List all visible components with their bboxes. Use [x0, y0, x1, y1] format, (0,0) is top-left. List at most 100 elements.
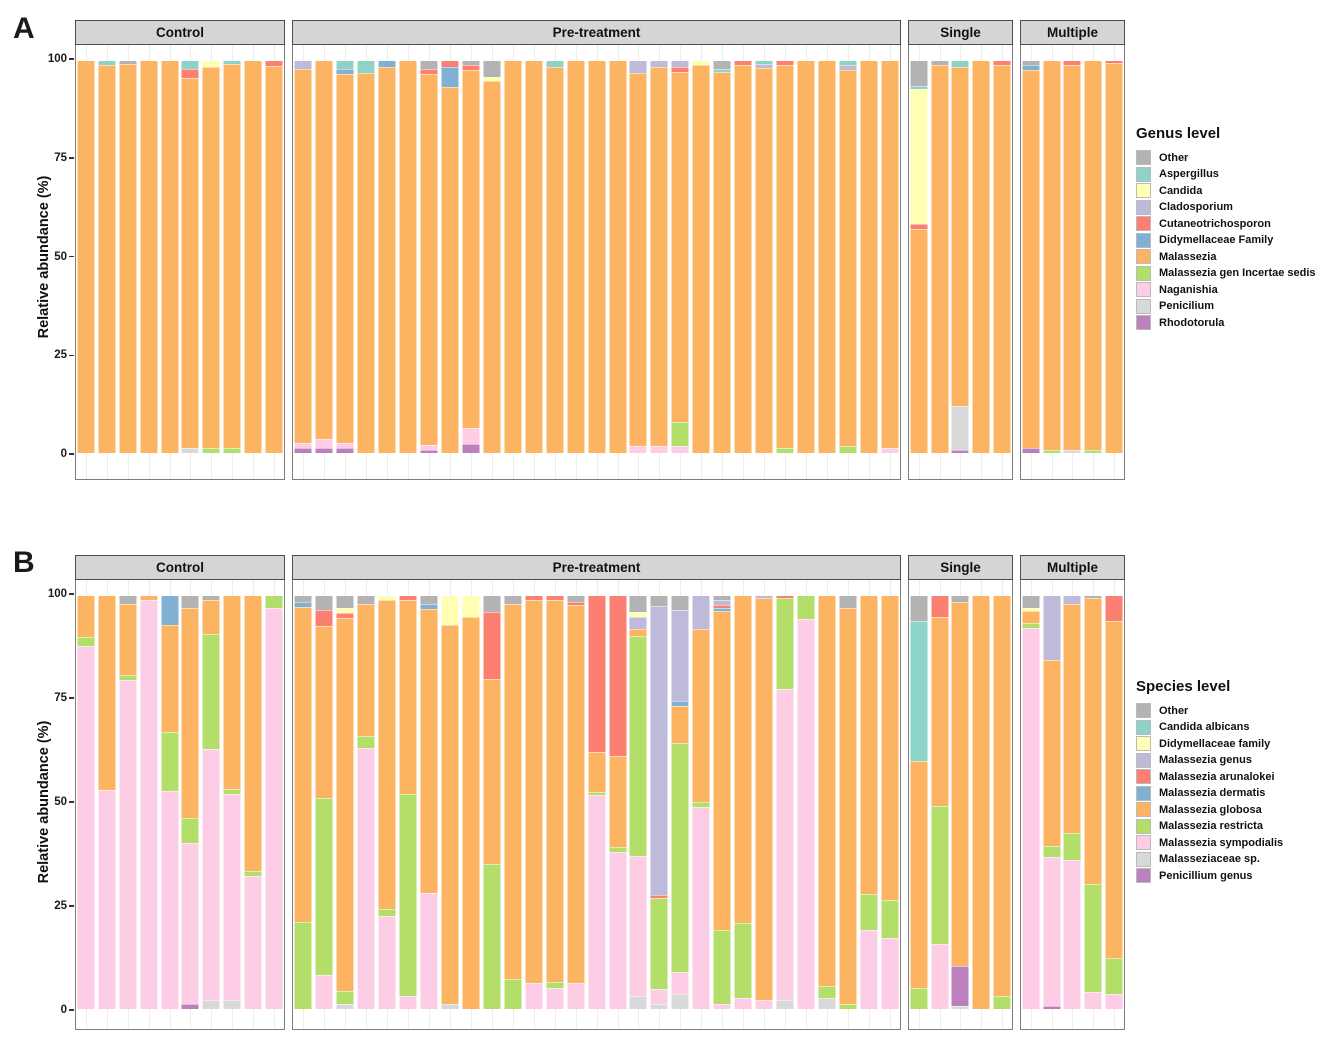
bar-segment-malassezia-globosa — [588, 751, 606, 792]
facet-control: Control — [75, 555, 285, 1030]
legend-item: Naganishia — [1136, 282, 1320, 297]
legend-item-label: Candida albicans — [1159, 721, 1250, 733]
facet-pre-treatment: Pre-treatment — [292, 20, 901, 480]
stacked-bar — [504, 596, 522, 1009]
species-level-chart: Control Pre-treatment Single Multiple — [75, 555, 1125, 1030]
bar-area — [1021, 61, 1042, 453]
bar-segment-cladosporium — [839, 64, 857, 70]
bar-area — [586, 61, 607, 453]
bar-segment-other — [1022, 61, 1040, 65]
bar-area — [837, 61, 858, 453]
bar-area — [909, 596, 930, 1010]
bar-segment-malassezia-sympodialis — [713, 1003, 731, 1009]
bar-segment-malassezia-restricta — [692, 802, 710, 808]
bar-slot — [440, 580, 461, 1029]
bar-segment-other — [1084, 596, 1102, 599]
facet-strip: Multiple — [1020, 20, 1125, 45]
bar-segment-malassezia — [839, 69, 857, 447]
bar-segment-candida — [483, 76, 501, 82]
bar-slot — [930, 45, 951, 479]
facet-strip-label: Multiple — [1047, 25, 1098, 40]
bar-segment-rhodotorula — [1022, 448, 1040, 453]
bar-area — [971, 61, 992, 453]
bar-area — [796, 61, 817, 453]
bar-segment-malassezia-restricta — [504, 979, 522, 1009]
bar-segment-malassezia — [378, 66, 396, 453]
legend-swatch — [1136, 166, 1151, 182]
bar-segment-malassezia-restricta — [336, 990, 354, 1004]
bar-segment-malassezia — [818, 61, 836, 453]
stacked-bar — [294, 61, 312, 453]
bar-segment-aspergillus — [336, 61, 354, 69]
bar-segment-malassezia-globosa — [525, 600, 543, 984]
bar-segment-malassezia-globosa — [378, 600, 396, 909]
legend-item: Didymellaceae Family — [1136, 232, 1320, 248]
bar-segment-malassezia-dermatis — [713, 608, 731, 612]
bar-segment-other — [713, 61, 731, 69]
bar-segment-aspergillus — [755, 61, 773, 64]
y-tick-mark — [69, 453, 74, 455]
bar-segment-aspergillus — [839, 61, 857, 65]
bar-segment-malassezia — [441, 87, 459, 453]
bar-slot — [971, 580, 992, 1029]
stacked-bar — [713, 596, 731, 1009]
bar-area — [201, 61, 222, 453]
bar-segment-malassezia-globosa — [972, 596, 990, 1009]
stacked-bar — [671, 596, 689, 1010]
bar-segment-malassezia-arunalokei — [315, 610, 333, 626]
legend-item-label: Malassezia — [1159, 250, 1217, 263]
stacked-bar — [993, 596, 1011, 1009]
bar-area — [649, 596, 670, 1009]
bar-segment-malassezia-genus — [1063, 596, 1081, 605]
legend-swatch — [1136, 282, 1151, 297]
y-tick-label: 0 — [60, 1004, 67, 1016]
stacked-bar — [181, 596, 199, 1009]
bar-segment-malassezia-globosa — [993, 596, 1011, 996]
bar-segment-malassezia-genus — [629, 617, 647, 629]
bar-segment-malassezia-restricta — [629, 635, 647, 857]
bar-segment-malassezia — [993, 64, 1011, 453]
y-tick-label: 75 — [54, 151, 67, 164]
legend-species: Species level Other Candida albicans Didyme… — [1136, 678, 1320, 886]
bar-segment-malassezia-globosa — [119, 604, 137, 675]
stacked-bar — [202, 596, 220, 1009]
bar-segment-malassezia-restricta — [734, 922, 752, 998]
bar-area — [335, 596, 356, 1010]
stacked-bar — [881, 61, 899, 453]
bar-area — [607, 596, 628, 1009]
stacked-bar — [713, 61, 731, 453]
bar-segment-malassezia-restricta — [378, 908, 396, 916]
bar-segment-malassezia-arunalokei — [483, 612, 501, 679]
bar-slot — [991, 580, 1012, 1029]
bar-segment-cutaneotrichosporon — [420, 68, 438, 74]
legend-item: Aspergillus — [1136, 166, 1320, 182]
bar-area — [242, 596, 263, 1009]
bar-area — [356, 61, 377, 453]
stacked-bar — [931, 596, 949, 1010]
bar-slot — [76, 580, 97, 1029]
bar-slot — [76, 45, 97, 479]
bar-slot — [481, 580, 502, 1029]
bar-segment-malassezia — [797, 61, 815, 453]
bar-area — [398, 61, 419, 453]
bar-slot — [481, 45, 502, 479]
bar-area — [263, 596, 284, 1009]
bar-segment-malassezia — [294, 68, 312, 444]
bar-segment-naganishia — [294, 443, 312, 449]
stacked-bar — [860, 596, 878, 1009]
bar-area — [293, 596, 314, 1009]
bar-segment-malassezia — [609, 61, 627, 453]
stacked-bar — [692, 596, 710, 1009]
bar-segment-naganishia — [881, 448, 899, 453]
bar-segment-malassezia-restricta — [797, 596, 815, 619]
facet-strip: Control — [75, 20, 285, 45]
bar-segment-rhodotorula — [294, 448, 312, 453]
bar-area — [440, 61, 461, 453]
bar-segment-malassezia-sympodialis — [399, 995, 417, 1009]
bar-segment-malassezia-genus — [713, 600, 731, 606]
bar-segment-malassezia-sympodialis — [378, 915, 396, 1009]
stacked-bar — [420, 61, 438, 453]
bar-segment-malassezia-sympodialis — [1084, 991, 1102, 1009]
bar-segment-other — [671, 596, 689, 611]
bar-segment-aspergillus — [223, 61, 241, 65]
